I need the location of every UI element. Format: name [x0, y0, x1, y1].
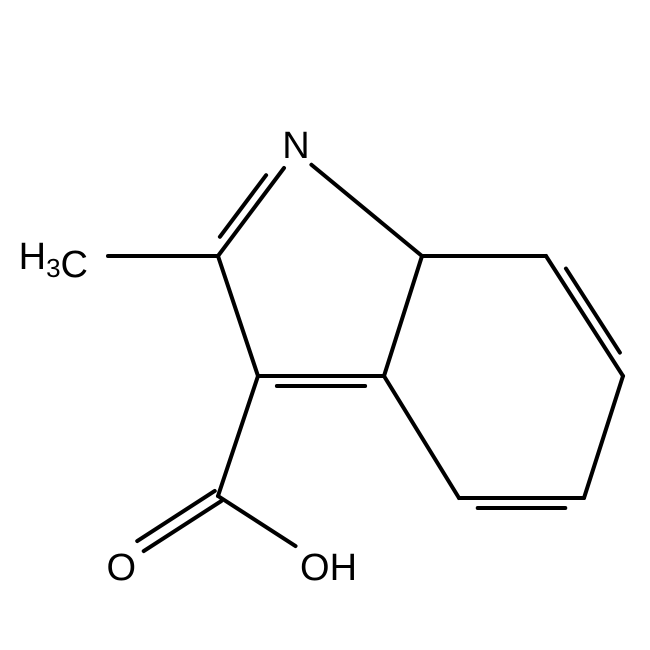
atom-label: O	[106, 547, 136, 589]
atom-label: N	[282, 125, 309, 167]
atom-label: OH	[300, 547, 357, 589]
atom-label: H3C	[19, 236, 88, 286]
molecule-diagram: H3C N O OH	[0, 0, 650, 650]
